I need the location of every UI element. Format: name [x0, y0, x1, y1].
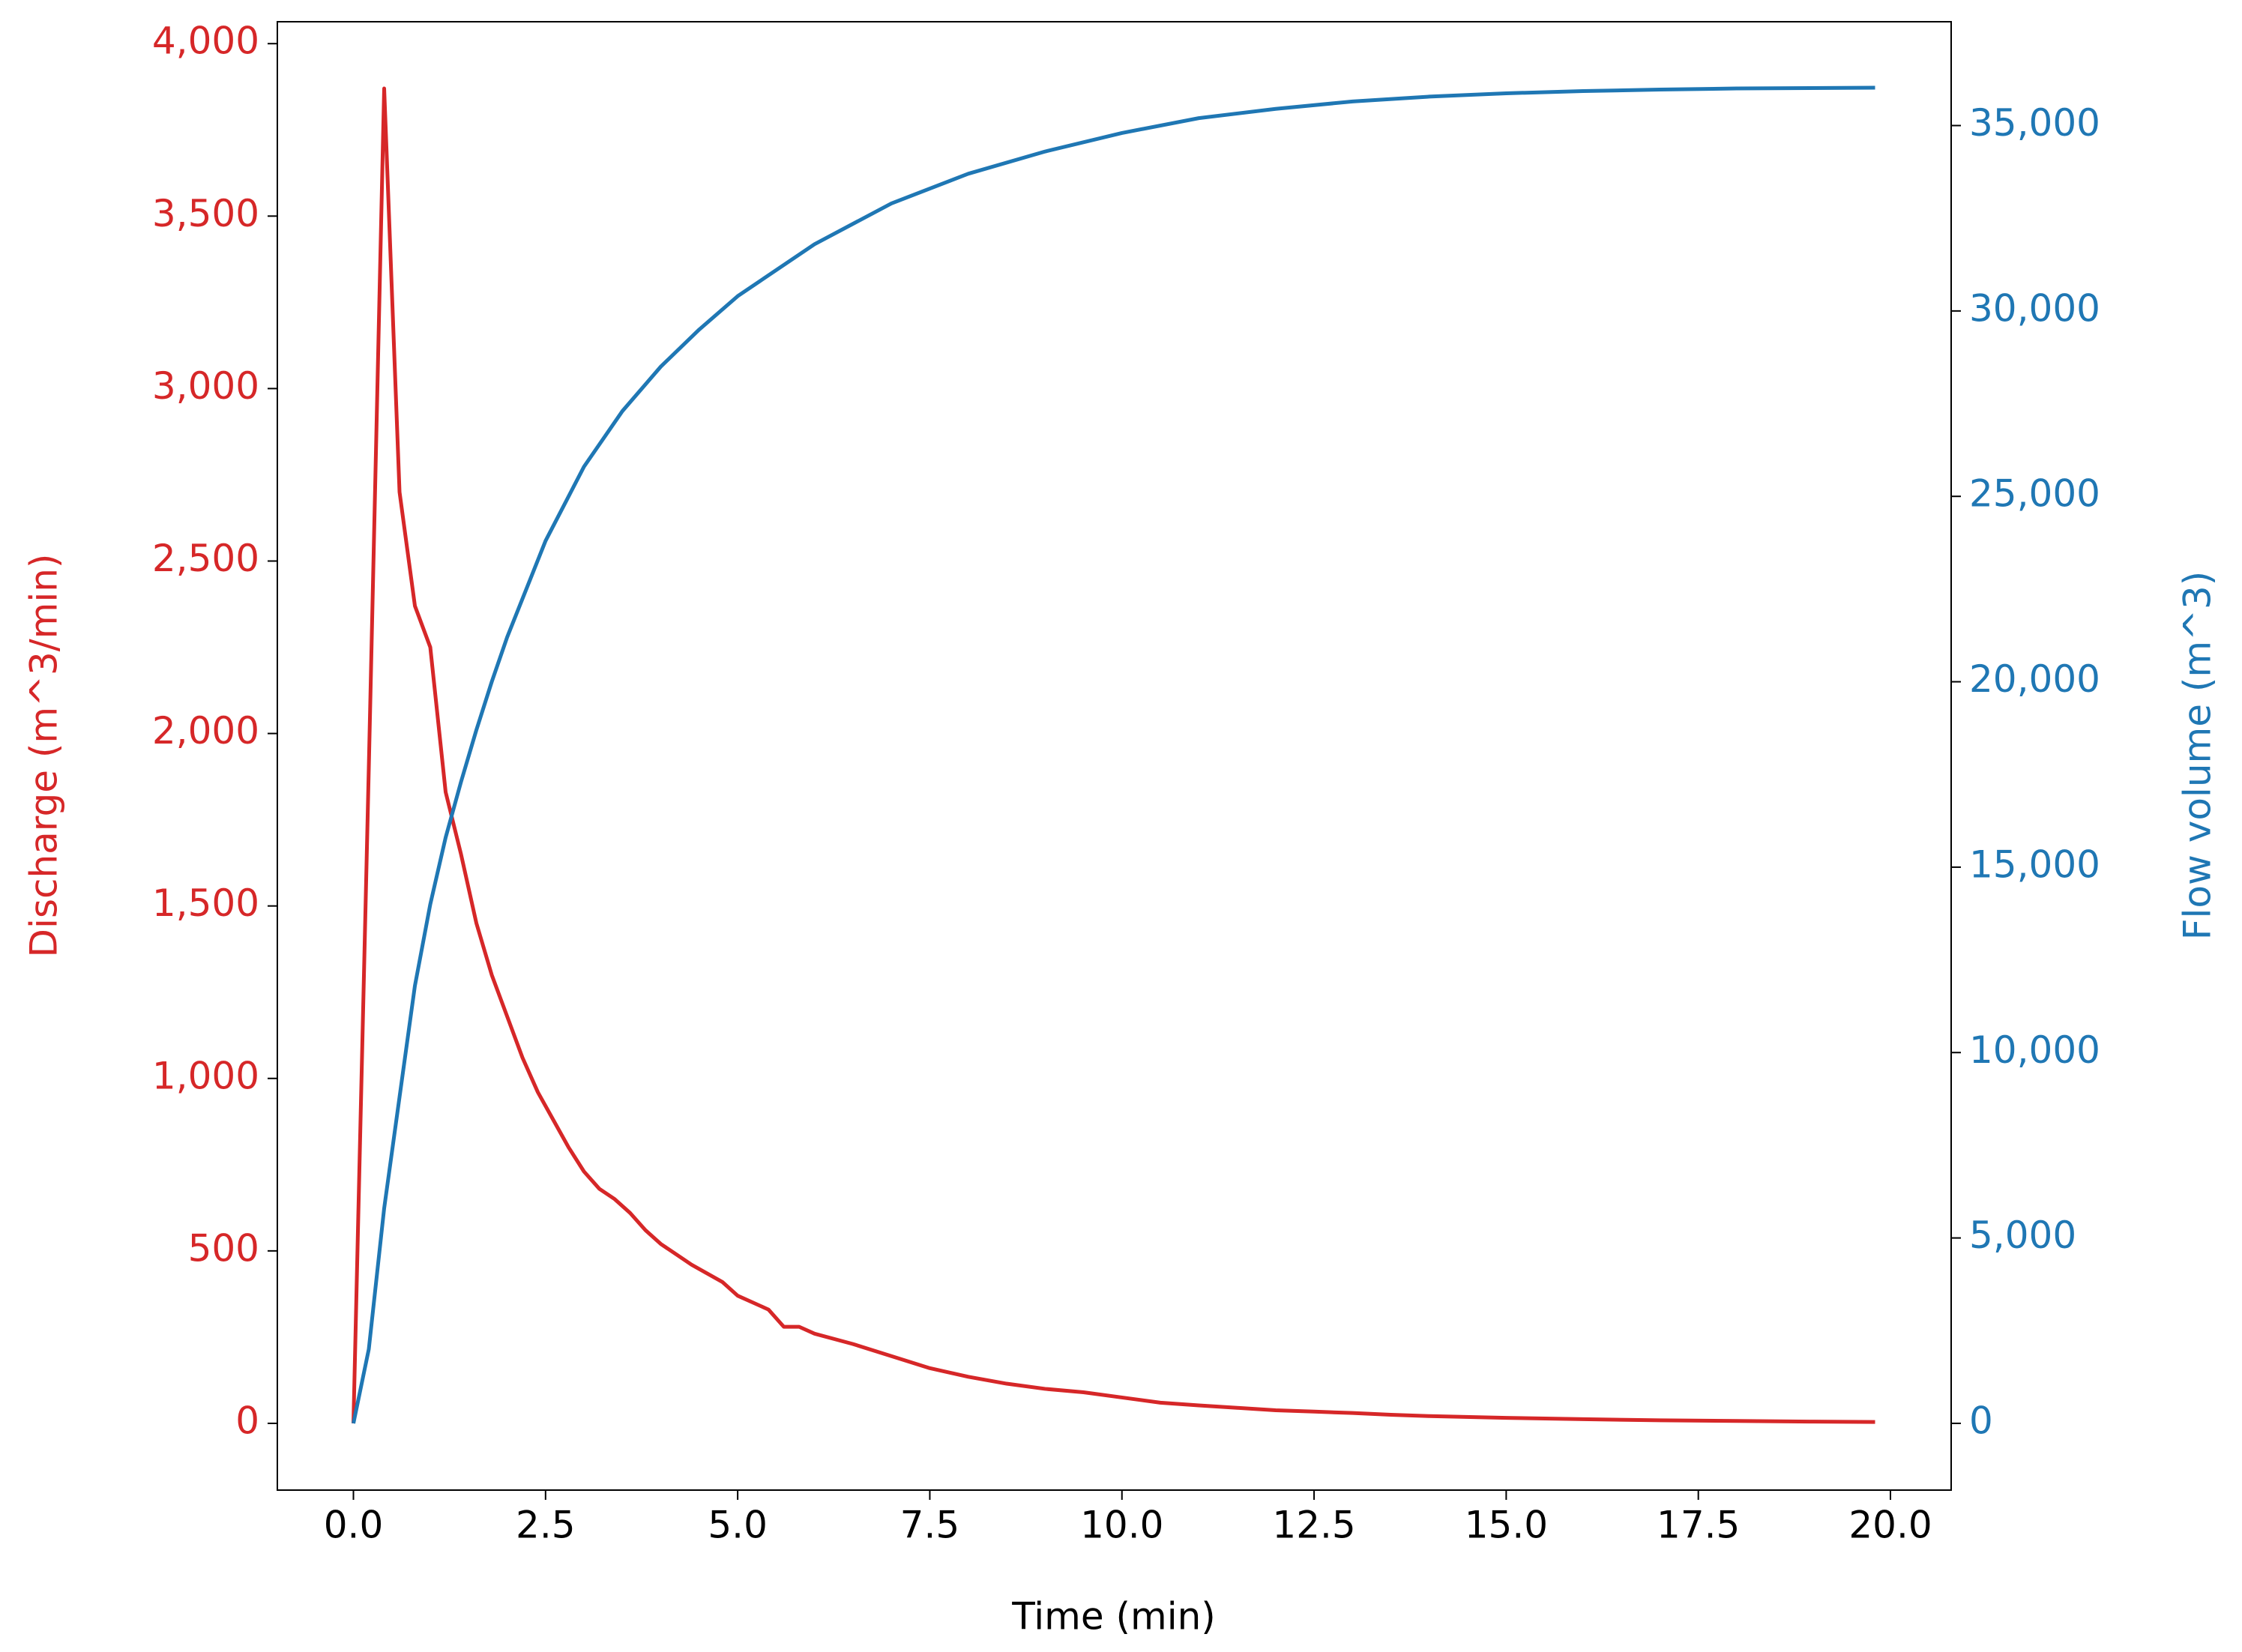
y-tick-label: 2,000 [152, 709, 259, 753]
x-axis-label: Time (min) [1011, 1595, 1216, 1639]
x-tick-label: 17.5 [1657, 1504, 1740, 1547]
y-tick-label: 0 [235, 1399, 259, 1442]
y-tick-label: 3,000 [152, 364, 259, 408]
x-tick-label: 10.0 [1080, 1504, 1163, 1547]
y2-tick-label: 25,000 [1969, 472, 2100, 516]
y-tick-label: 1,000 [152, 1054, 259, 1097]
data-line [352, 85, 1875, 1424]
x-tick-label: 7.5 [900, 1504, 960, 1547]
x-tick-label: 0.0 [324, 1504, 384, 1547]
y-tick-label: 500 [188, 1226, 259, 1270]
x-tick-label: 12.5 [1272, 1504, 1355, 1547]
y2-tick-label: 30,000 [1969, 286, 2100, 330]
y-tick-label: 3,500 [152, 192, 259, 235]
y-tick-label: 4,000 [152, 19, 259, 63]
y-tick-label: 2,500 [152, 537, 259, 580]
data-line [352, 86, 1875, 1424]
x-tick-label: 5.0 [708, 1504, 768, 1547]
x-tick-label: 20.0 [1848, 1504, 1932, 1547]
plot-frame [277, 21, 1952, 1491]
y2-tick-label: 5,000 [1969, 1214, 2076, 1257]
y-tick-label: 1,500 [152, 881, 259, 925]
y2-axis-label: Flow volume (m^3) [2176, 571, 2220, 941]
y-axis-label: Discharge (m^3/min) [22, 554, 66, 958]
y2-tick-label: 20,000 [1969, 657, 2100, 701]
y2-tick-label: 10,000 [1969, 1028, 2100, 1072]
x-tick-label: 2.5 [516, 1504, 576, 1547]
y2-tick-label: 15,000 [1969, 842, 2100, 886]
y2-tick-label: 0 [1969, 1399, 1993, 1442]
y2-tick-label: 35,000 [1969, 101, 2100, 145]
x-tick-label: 15.0 [1465, 1504, 1548, 1547]
